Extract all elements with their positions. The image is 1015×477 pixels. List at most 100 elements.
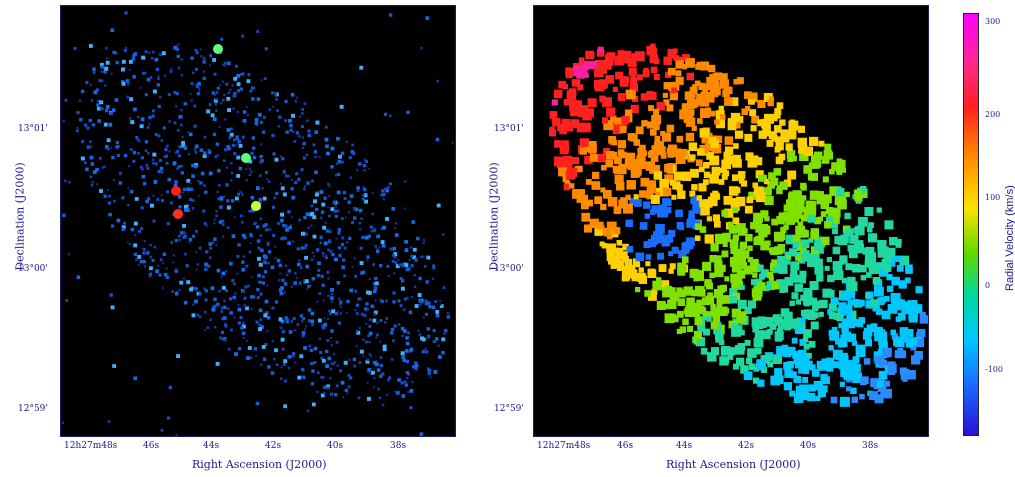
intensity-pixel [115,60,119,65]
velocity-pixel [675,60,684,69]
velocity-pixel [800,277,807,284]
velocity-pixel [795,385,804,394]
velocity-pixel [676,151,685,160]
velocity-pixel [787,155,794,162]
intensity-pixel [368,340,371,344]
intensity-pixel [373,386,376,389]
velocity-pixel [753,326,760,333]
intensity-pixel [425,350,429,354]
intensity-pixel [177,43,180,46]
intensity-pixel [89,155,94,160]
intensity-pixel [212,305,216,309]
intensity-pixel [441,337,446,342]
intensity-pixel [341,217,344,221]
velocity-pixel [737,299,747,309]
intensity-pixel [404,349,409,353]
intensity-pixel [226,96,231,101]
right-y-tick-1: 13°01' [494,124,524,134]
velocity-pixel [640,177,650,187]
velocity-pixel [580,201,589,210]
velocity-pixel [790,268,798,276]
velocity-pixel [780,129,789,138]
velocity-pixel [563,183,571,191]
intensity-pixel [392,339,395,343]
intensity-pixel [134,197,139,201]
intensity-pixel [163,272,168,277]
intensity-pixel [364,199,369,204]
intensity-pixel [439,299,442,302]
intensity-pixel [351,143,355,147]
intensity-pixel [285,318,289,322]
velocity-pixel [778,153,786,161]
velocity-pixel [715,289,722,297]
intensity-pixel [233,91,237,96]
right-y-tick-3: 12°59' [494,404,524,414]
intensity-pixel [391,259,395,263]
velocity-pixel [613,156,622,165]
velocity-pixel [624,50,632,58]
velocity-pixel [839,381,845,387]
intensity-pixel [167,177,171,182]
intensity-pixel [111,155,115,160]
intensity-pixel [285,130,289,134]
velocity-pixel [697,118,703,124]
intensity-pixel [198,246,202,250]
velocity-pixel [663,82,671,90]
intensity-pixel [213,325,217,329]
velocity-pixel [714,220,721,228]
velocity-pixel [635,286,641,293]
intensity-pixel [276,258,281,263]
velocity-pixel [753,218,762,228]
velocity-pixel [804,252,813,262]
intensity-pixel [90,162,95,166]
intensity-pixel [241,34,245,38]
intensity-pixel [195,51,199,55]
velocity-pixel [768,131,777,140]
velocity-pixel [919,315,928,324]
intensity-pixel [403,297,407,301]
intensity-pixel [308,344,312,348]
intensity-pixel [319,350,323,355]
intensity-pixel [346,392,349,395]
velocity-pixel [899,336,906,343]
velocity-pixel [699,128,709,138]
intensity-pixel [180,123,183,127]
intensity-pixel [124,11,128,15]
velocity-pixel [600,187,606,193]
intensity-pixel [178,288,181,292]
intensity-pixel [385,317,389,320]
intensity-pixel [178,145,182,149]
velocity-pixel [914,350,923,360]
intensity-pixel [367,334,371,338]
intensity-pixel [378,246,381,249]
velocity-pixel [591,181,601,190]
intensity-pixel [203,328,206,331]
intensity-pixel [241,324,246,329]
intensity-pixel [289,224,292,227]
intensity-pixel [104,84,107,87]
intensity-pixel [152,152,157,157]
intensity-pixel [273,196,277,200]
velocity-pixel [630,77,637,84]
velocity-pixel [808,384,816,392]
intensity-pixel [145,163,149,167]
intensity-pixel [221,271,226,276]
intensity-pixel [404,180,407,183]
velocity-pixel [727,121,737,131]
intensity-pixel [340,151,345,155]
intensity-pixel [97,119,101,123]
intensity-pixel [265,311,269,315]
intensity-pixel [203,287,206,290]
velocity-pixel [666,124,675,133]
intensity-pixel [321,325,326,330]
intensity-pixel [325,364,329,368]
intensity-pixel [121,59,126,64]
velocity-pixel [692,197,702,207]
intensity-pixel [248,167,251,170]
velocity-pixel [612,124,623,135]
intensity-pixel [207,148,211,152]
intensity-pixel [358,361,362,365]
intensity-pixel [151,109,155,113]
intensity-pixel [215,109,218,112]
velocity-pixel [668,83,676,91]
